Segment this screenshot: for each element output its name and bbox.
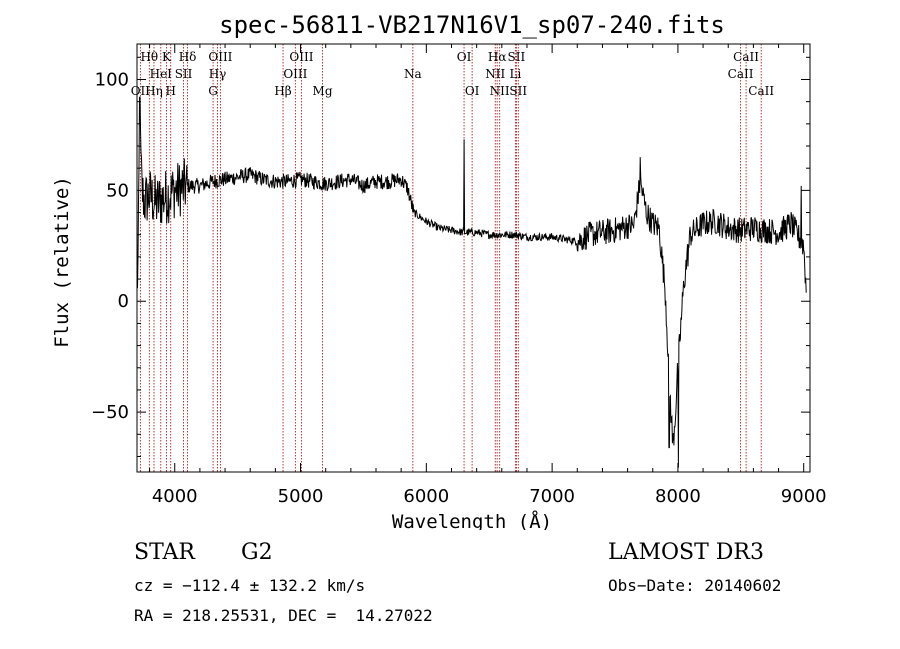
x-axis-label: Wavelength (Å) bbox=[392, 510, 552, 530]
spectral-line-label: Hα bbox=[488, 50, 507, 64]
spectral-line-label: OI bbox=[457, 50, 472, 64]
spectrum-line bbox=[136, 96, 807, 468]
x-tick-label: 5000 bbox=[278, 486, 324, 507]
spectral-line-label: OIII bbox=[283, 67, 307, 81]
spectral-line-label: Hθ bbox=[140, 50, 158, 64]
chart-title: spec-56811-VB217N16V1_sp07-240.fits bbox=[219, 11, 725, 39]
spectral-line-label: CaII bbox=[728, 67, 754, 81]
obs-date: Obs−Date: 20140602 bbox=[608, 576, 782, 595]
x-axis-ticks: 4000 5000 6000 7000 8000 9000 bbox=[149, 44, 827, 507]
subclass: G2 bbox=[241, 540, 273, 565]
spectral-line-label: Na bbox=[404, 67, 422, 81]
coordinates: RA = 218.25531, DEC = 14.27022 bbox=[134, 606, 433, 625]
spectral-line-label: K bbox=[162, 50, 172, 64]
spectral-line-label: NII bbox=[490, 84, 510, 98]
spectral-line-label: SII bbox=[175, 67, 193, 81]
spectral-line-label: Li bbox=[509, 67, 521, 81]
spectral-line-label: OIII bbox=[208, 50, 232, 64]
y-axis-label: Flux (relative) bbox=[51, 176, 73, 348]
plot-frame bbox=[136, 43, 811, 473]
x-tick-label: 6000 bbox=[403, 486, 449, 507]
spectral-line-label: Hδ bbox=[179, 50, 197, 64]
y-tick-label: 50 bbox=[106, 180, 129, 201]
survey-name: LAMOST DR3 bbox=[608, 540, 764, 565]
x-tick-label: 4000 bbox=[152, 486, 198, 507]
x-tick-label: 7000 bbox=[529, 486, 575, 507]
spectral-line-label: NII bbox=[485, 67, 505, 81]
spectral-line-label: Hβ bbox=[274, 84, 291, 98]
spectral-line-label: Hη bbox=[145, 84, 163, 98]
spectral-line-label: CaII bbox=[733, 50, 759, 64]
spectrum-chart: spec-56811-VB217N16V1_sp07-240.fits OIIH… bbox=[51, 11, 827, 530]
spectral-line-label: OII bbox=[131, 84, 151, 98]
spectral-line-label: H bbox=[165, 84, 175, 98]
redshift-text: cz = −112.4 ± 132.2 km/s bbox=[134, 576, 366, 595]
spectral-line-label: CaII bbox=[748, 84, 774, 98]
y-tick-label: −50 bbox=[91, 402, 129, 423]
spectral-line-label: Mg bbox=[313, 84, 333, 98]
spectral-line-label: OI bbox=[465, 84, 480, 98]
y-tick-label: 0 bbox=[118, 291, 129, 312]
x-tick-label: 9000 bbox=[781, 486, 827, 507]
spectral-line-label: SII bbox=[508, 50, 526, 64]
spectral-line-markers bbox=[139, 44, 762, 472]
spectral-line-labels: OIIHθHηHeIKHSIIHδGHγOIIIHβOIIIOIIIMgNaOI… bbox=[131, 50, 775, 98]
x-tick-label: 8000 bbox=[655, 486, 701, 507]
spectral-line-label: OIII bbox=[289, 50, 313, 64]
spectral-line-label: HeI bbox=[150, 67, 173, 81]
spectral-line-label: SII bbox=[509, 84, 527, 98]
y-tick-label: 100 bbox=[95, 69, 129, 90]
object-class: STAR bbox=[134, 540, 195, 565]
spectral-line-label: Hγ bbox=[209, 67, 227, 81]
y-axis-ticks: −50 0 50 100 bbox=[91, 56, 810, 457]
spectral-line-label: G bbox=[208, 84, 218, 98]
